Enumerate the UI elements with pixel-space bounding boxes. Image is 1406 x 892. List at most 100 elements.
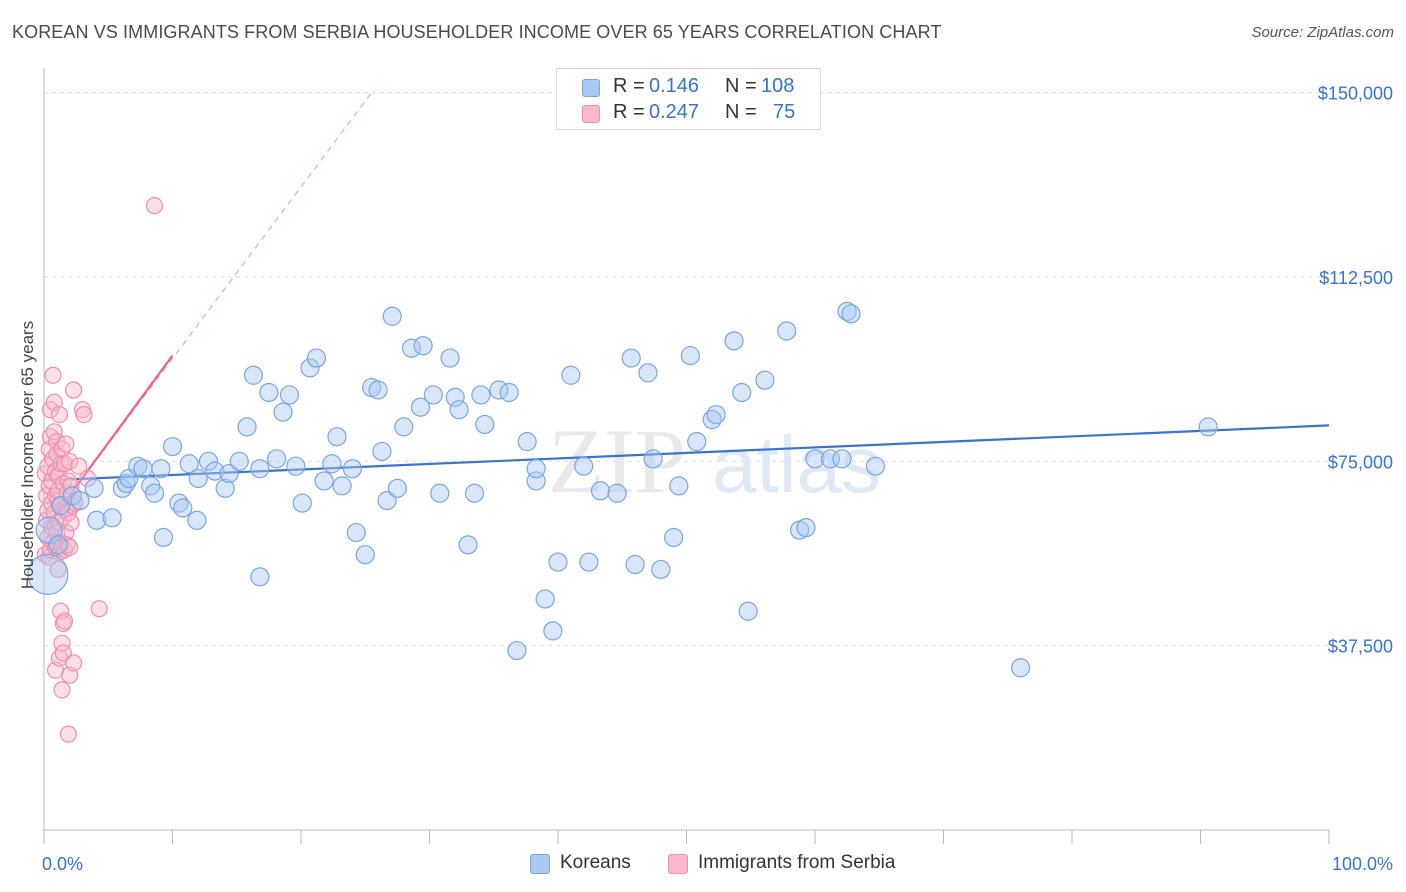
korean-point [449,400,469,420]
axes [43,68,1330,844]
korean-point [651,559,671,580]
serbia-point [53,681,71,699]
korean-point [205,461,225,481]
korean-point [387,478,407,498]
koreans-swatch [582,79,600,97]
korean-point [621,348,641,368]
r-label: R = [613,75,645,97]
legend-label: Immigrants from Serbia [698,852,896,873]
serbia-point [62,514,80,532]
koreans-swatch [530,854,550,874]
korean-point [322,454,342,474]
korean-point [133,459,153,479]
korean-point [394,417,414,437]
serbia-point [64,381,83,399]
serbia-point [61,538,79,556]
korean-point [625,554,645,575]
korean-point [187,510,207,530]
korean-point [724,331,744,351]
korean-point [243,365,264,385]
korean-points [27,301,1218,678]
n-value: 75 [773,101,796,123]
korean-point [579,552,599,572]
korean-point [162,436,183,457]
chart-title: KOREAN VS IMMIGRANTS FROM SERBIA HOUSEHO… [12,22,942,42]
x-tick-label-max: 100.0% [1332,854,1393,874]
n-label: N = [725,75,757,97]
korean-point [410,397,431,417]
korean-point [116,473,136,494]
korean-point [237,417,257,437]
korean-point [820,449,841,469]
korean-point [796,518,816,538]
korean-point [401,338,422,358]
korean-point [266,449,287,469]
korean-point [458,535,478,555]
series-legend: Koreans Immigrants from Serbia [0,852,1406,876]
korean-point [273,402,293,422]
korean-point [306,348,327,368]
grid-lines [44,92,1329,647]
korean-point [229,451,249,471]
korean-point [279,385,300,405]
korean-point [102,508,122,528]
correlation-legend: R = 0.146 N = 108 R = 0.247 N = 75 [556,68,821,130]
korean-point [215,478,235,498]
korean-point [48,535,68,555]
korean-point [638,363,658,383]
korean-point [669,476,689,496]
serbia-point [145,197,164,215]
korean-point [27,553,69,595]
serbia-point [59,725,78,743]
korean-point [607,483,627,503]
serbia-point [49,560,67,579]
serbia-point [59,472,78,490]
koreans-trend-line [43,424,1330,482]
n-label: N = [725,101,757,123]
n-value: 108 [761,75,795,97]
korean-point [188,468,208,489]
korean-point [1010,658,1031,678]
korean-point [372,441,392,462]
source-label: Source: ZipAtlas.com [1251,24,1394,41]
korean-point [382,306,402,326]
r-value: 0.247 [649,101,700,123]
korean-point [507,640,527,661]
korean-point [327,427,347,447]
korean-point [445,387,465,407]
korean-point [805,449,825,469]
korean-point [219,463,239,484]
korean-point [687,432,707,452]
serbia-point [62,477,80,495]
korean-point [128,456,148,476]
korean-point [440,348,460,368]
korean-point [471,385,491,405]
tick-labels: $37,500 $75,000 $112,500 $150,000 0.0% 100.0% [42,84,1393,874]
y-tick-label: $150,000 [1318,84,1393,104]
serbia-point [79,469,97,488]
legend-row-serbia: R = 0.247 N = 75 [557,101,820,127]
korean-point [173,498,193,518]
korean-point [342,459,362,479]
korean-point [755,370,775,390]
serbia-point [70,457,88,475]
y-tick-label: $37,500 [1328,637,1393,657]
korean-point [144,483,165,503]
korean-point [314,471,334,491]
korean-point [526,459,546,479]
watermark-atlas: atlas [712,420,881,509]
r-label: R = [613,101,645,123]
korean-point [499,382,519,403]
serbia-point [50,405,69,424]
y-axis-label: Householder Income Over 65 years [18,321,37,589]
legend-row-koreans: R = 0.146 N = 108 [557,75,820,101]
korean-point [332,476,352,496]
serbia-point [57,435,75,453]
korean-point [377,491,397,511]
korean-point [84,478,104,498]
legend-label: Koreans [560,852,631,873]
korean-point [179,454,199,474]
korean-point [464,483,485,503]
x-tick-label-min: 0.0% [42,854,83,874]
